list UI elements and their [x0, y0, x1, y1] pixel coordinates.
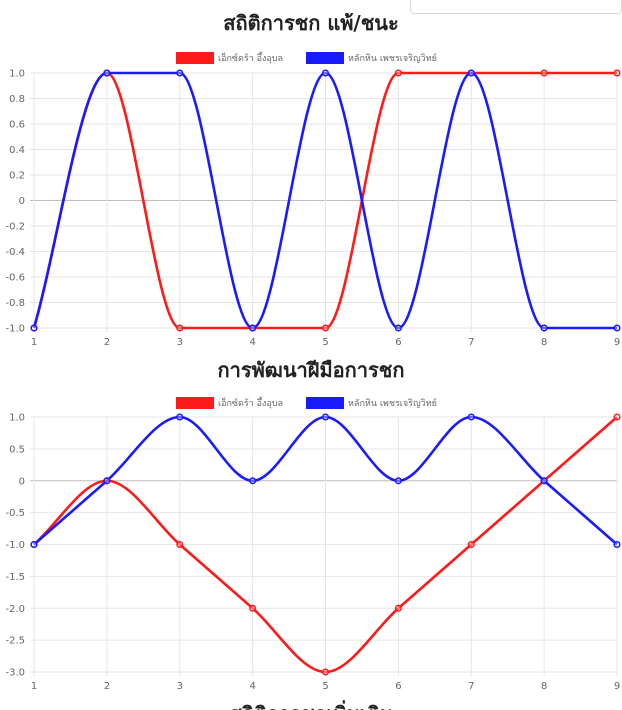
y-tick-label: -1.0: [5, 540, 25, 551]
legend-label: เอ็กซ์ดร้า อึ้งอุบล: [218, 396, 283, 409]
data-point: [467, 413, 475, 421]
series-line: [32, 71, 617, 330]
y-tick-label: -0.8: [5, 298, 25, 309]
data-point: [249, 324, 257, 332]
x-tick-label: 7: [468, 337, 474, 345]
y-tick-label: -2.5: [5, 636, 25, 647]
x-tick-label: 1: [31, 337, 37, 345]
y-tick-label: -1.0: [5, 324, 25, 335]
legend-label: หลักหิน เพชรเจริญวิทย์: [348, 52, 437, 64]
x-tick-label: 5: [322, 681, 328, 692]
y-tick-label: -2.0: [5, 604, 25, 615]
data-point: [321, 413, 330, 421]
x-tick-label: 8: [541, 337, 547, 345]
data-point: [176, 413, 184, 421]
data-point: [540, 324, 548, 332]
y-tick-label: -0.4: [5, 247, 25, 258]
x-tick-label: 2: [104, 337, 110, 345]
data-point: [321, 69, 330, 77]
chart-title: การพัฒนาฝีมือการชก: [218, 358, 405, 382]
x-tick-label: 3: [177, 337, 183, 345]
footer-chart-title: สถิติการชกเพิ่มเติม: [0, 698, 622, 710]
data-point: [30, 540, 38, 549]
legend-swatch: [306, 397, 344, 409]
y-tick-label: 0.4: [9, 145, 25, 156]
series-line: [33, 416, 618, 674]
y-tick-label: 0.6: [9, 120, 25, 131]
legend-swatch: [176, 52, 214, 64]
data-point: [249, 604, 257, 612]
data-point: [540, 477, 548, 485]
data-point: [613, 540, 621, 549]
x-tick-label: 6: [395, 681, 401, 692]
data-point: [540, 69, 548, 77]
legend-swatch: [306, 52, 344, 64]
data-point: [394, 477, 402, 485]
data-point: [394, 604, 402, 612]
data-point: [249, 477, 257, 485]
y-tick-label: 0.5: [9, 444, 25, 455]
data-point: [613, 324, 621, 332]
data-point: [394, 324, 402, 332]
x-tick-label: 5: [322, 337, 328, 345]
y-tick-label: -0.5: [5, 508, 25, 519]
data-point: [30, 324, 38, 332]
x-tick-label: 9: [614, 681, 620, 692]
x-tick-label: 4: [249, 681, 255, 692]
series-line: [33, 415, 618, 546]
x-tick-label: 4: [249, 337, 255, 345]
x-tick-label: 1: [31, 681, 37, 692]
data-point: [467, 69, 475, 77]
y-tick-label: -0.6: [5, 273, 25, 284]
y-tick-label: -0.2: [5, 222, 25, 233]
data-point: [613, 413, 621, 421]
y-tick-label: 0: [19, 196, 25, 207]
data-point: [613, 69, 621, 77]
y-tick-label: 1.0: [9, 69, 25, 80]
data-point: [176, 324, 184, 332]
x-tick-label: 3: [177, 681, 183, 692]
y-tick-label: -1.5: [5, 572, 25, 583]
data-point: [394, 69, 402, 77]
data-point: [103, 477, 111, 485]
data-point: [176, 69, 184, 77]
legend-swatch: [176, 397, 214, 409]
y-tick-label: 0.2: [9, 171, 25, 182]
y-tick-label: -3.0: [5, 668, 25, 679]
chart-title: สถิติการชก แพ้/ชนะ: [223, 11, 398, 35]
data-point: [103, 69, 111, 77]
x-tick-label: 9: [614, 337, 620, 345]
data-point: [321, 668, 330, 676]
x-tick-label: 8: [541, 681, 547, 692]
legend-label: หลักหิน เพชรเจริญวิทย์: [348, 397, 437, 409]
x-tick-label: 2: [104, 681, 110, 692]
x-tick-label: 7: [468, 681, 474, 692]
y-tick-label: 1.0: [9, 413, 25, 424]
legend-label: เอ็กซ์ดร้า อึ้งอุบล: [218, 51, 283, 64]
data-point: [176, 540, 184, 549]
data-point: [467, 540, 475, 549]
x-tick-label: 6: [395, 337, 401, 345]
y-tick-label: 0: [19, 476, 25, 487]
y-tick-label: 0.8: [9, 94, 25, 105]
data-point: [321, 324, 330, 332]
